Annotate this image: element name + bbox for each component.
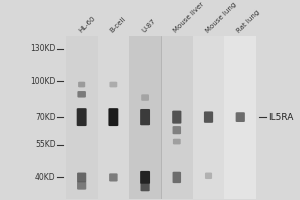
FancyBboxPatch shape bbox=[77, 181, 86, 190]
FancyBboxPatch shape bbox=[205, 173, 212, 179]
Bar bbox=[224, 36, 256, 199]
FancyBboxPatch shape bbox=[108, 108, 118, 126]
FancyBboxPatch shape bbox=[77, 91, 86, 98]
FancyBboxPatch shape bbox=[109, 173, 118, 181]
FancyBboxPatch shape bbox=[110, 82, 117, 87]
Text: 40KD: 40KD bbox=[35, 173, 56, 182]
Bar bbox=[98, 36, 129, 199]
FancyBboxPatch shape bbox=[77, 173, 86, 182]
FancyBboxPatch shape bbox=[140, 171, 150, 184]
FancyBboxPatch shape bbox=[172, 172, 181, 183]
FancyBboxPatch shape bbox=[172, 111, 182, 124]
Bar bbox=[129, 36, 161, 199]
Text: Mouse lung: Mouse lung bbox=[204, 1, 237, 34]
Text: Mouse liver: Mouse liver bbox=[172, 1, 205, 34]
Text: B-cell: B-cell bbox=[109, 16, 127, 34]
FancyBboxPatch shape bbox=[140, 183, 150, 191]
Text: Rat lung: Rat lung bbox=[236, 9, 261, 34]
Text: IL5RA: IL5RA bbox=[268, 113, 293, 122]
FancyBboxPatch shape bbox=[172, 126, 181, 134]
Text: 130KD: 130KD bbox=[30, 44, 56, 53]
Text: 70KD: 70KD bbox=[35, 113, 56, 122]
FancyBboxPatch shape bbox=[236, 112, 245, 122]
Bar bbox=[193, 36, 224, 199]
Text: 100KD: 100KD bbox=[30, 77, 56, 86]
Bar bbox=[161, 36, 193, 199]
FancyBboxPatch shape bbox=[204, 111, 213, 123]
Text: 55KD: 55KD bbox=[35, 140, 56, 149]
FancyBboxPatch shape bbox=[78, 82, 85, 87]
Text: HL-60: HL-60 bbox=[77, 15, 96, 34]
FancyBboxPatch shape bbox=[77, 108, 87, 126]
FancyBboxPatch shape bbox=[173, 139, 181, 144]
Text: U-87: U-87 bbox=[141, 18, 157, 34]
FancyBboxPatch shape bbox=[140, 109, 150, 125]
FancyBboxPatch shape bbox=[141, 94, 149, 101]
Bar bbox=[66, 36, 98, 199]
